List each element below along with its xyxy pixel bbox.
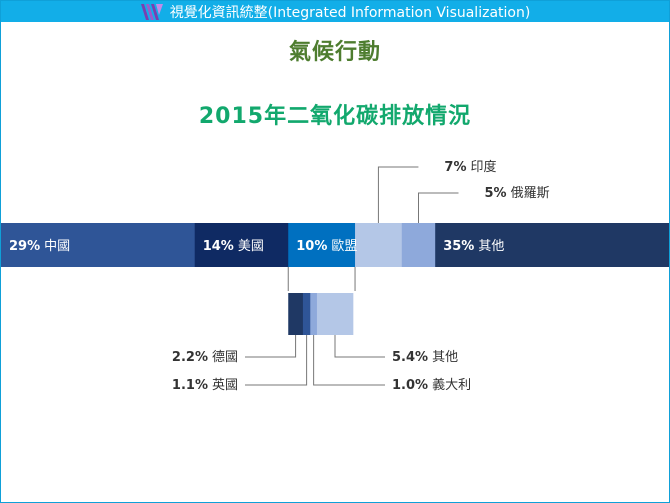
bar-label-3-category: 印度 <box>470 159 496 175</box>
bar-label-4: 5% 俄羅斯 <box>485 186 550 201</box>
chart-title: 2015年二氧化碳排放情況 <box>198 104 472 129</box>
v-logo-icon <box>140 3 163 20</box>
sub-label-0: 2.2% 德國 <box>172 350 238 365</box>
bar-label-4-category: 俄羅斯 <box>511 186 550 201</box>
sub-label-2: 1.0% 義大利 <box>392 377 471 393</box>
bar-segment-2 <box>288 223 356 267</box>
sub-label-2-value: 1.0% <box>392 378 428 393</box>
callout-line-4 <box>418 192 459 223</box>
sub-label-3: 5.4% 其他 <box>392 350 458 365</box>
brand-text: 視覺化資訊統整(Integrated Information Visualiza… <box>169 4 531 21</box>
bar-label-5-category: 其他 <box>478 239 504 254</box>
sub-label-1-value: 1.1% <box>172 378 208 393</box>
bar-label-3-value: 7% <box>444 160 466 175</box>
bar-label-1-value: 14% <box>203 239 234 254</box>
callout-line-3 <box>377 166 419 223</box>
sub-label-0-value: 2.2% <box>172 350 208 365</box>
bar-label-5: 35% 其他 <box>443 239 504 254</box>
sub-label-1-category: 英國 <box>212 378 238 393</box>
bar-label-5-value: 35% <box>443 239 474 254</box>
sub-leader-2 <box>313 335 385 386</box>
sub-leader-3 <box>334 335 385 358</box>
sub-segment-3 <box>316 293 354 335</box>
bar-label-1: 14% 美國 <box>203 239 264 254</box>
bar-label-0-value: 29% <box>9 239 40 254</box>
sub-segment-0 <box>288 293 304 335</box>
sub-label-3-value: 5.4% <box>392 350 428 365</box>
subject-heading: 氣候行動 <box>288 40 381 65</box>
bar-segment-3 <box>355 223 403 267</box>
bar-label-1-category: 美國 <box>238 239 264 254</box>
sub-segment-2 <box>310 293 318 335</box>
bar-label-2: 10% 歐盟 <box>296 239 357 254</box>
sub-leader-1 <box>245 335 308 386</box>
sub-segment-1 <box>302 293 311 335</box>
bar-segment-0 <box>1 223 196 267</box>
sub-label-0-category: 德國 <box>212 350 238 365</box>
bar-label-2-category: 歐盟 <box>331 239 357 254</box>
sub-label-2-category: 義大利 <box>432 377 471 393</box>
bar-segment-4 <box>401 223 436 267</box>
sub-label-1: 1.1% 英國 <box>172 378 238 393</box>
bar-label-0-category: 中國 <box>44 239 70 254</box>
sub-label-3-category: 其他 <box>432 350 458 365</box>
bar-segment-1 <box>194 223 289 267</box>
bar-label-0: 29% 中國 <box>9 239 70 254</box>
bar-label-3: 7% 印度 <box>444 159 496 175</box>
bar-label-2-value: 10% <box>296 239 327 254</box>
bar-segment-5 <box>435 223 669 267</box>
brand-header: 視覺化資訊統整(Integrated Information Visualiza… <box>1 1 669 22</box>
bar-label-4-value: 5% <box>485 186 507 201</box>
sub-leader-0 <box>245 335 297 358</box>
